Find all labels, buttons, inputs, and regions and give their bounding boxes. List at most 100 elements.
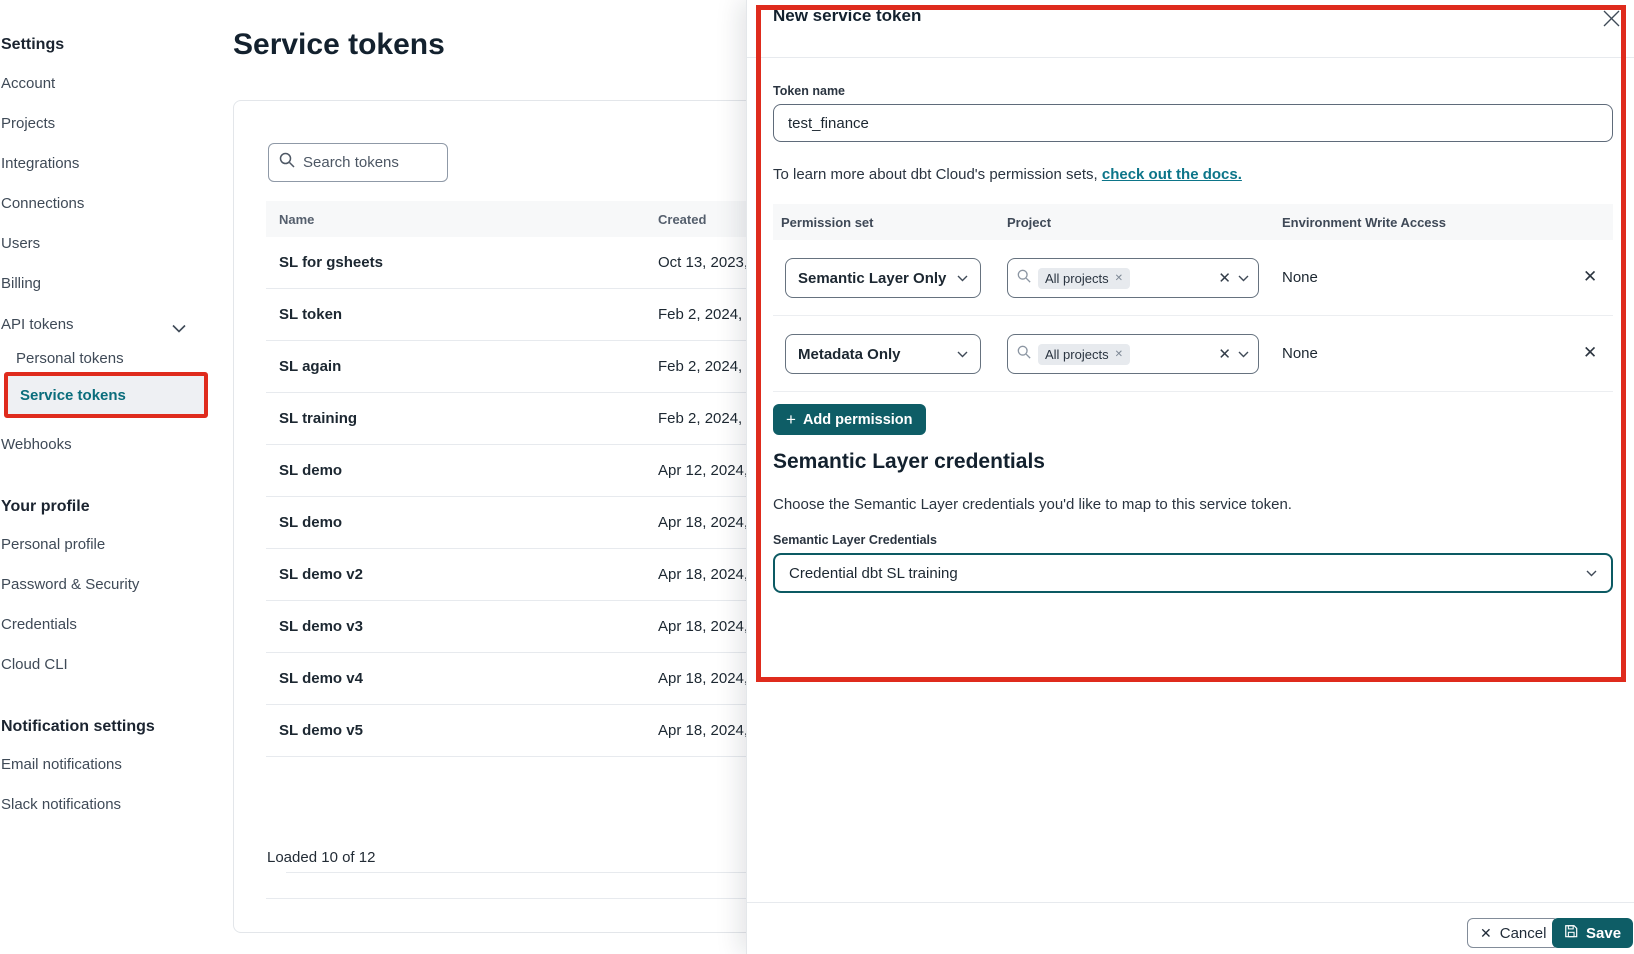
sidebar-item-email-notifications[interactable]: Email notifications	[1, 756, 122, 773]
token-name: SL demo v4	[279, 670, 363, 687]
sidebar-item-label: Service tokens	[20, 386, 126, 404]
token-created: Apr 18, 2024,	[658, 722, 749, 739]
env-write-access-value: None	[1282, 269, 1318, 286]
chip-remove-icon[interactable]: ✕	[1114, 348, 1123, 360]
chevron-down-icon	[1586, 564, 1597, 582]
cancel-label: Cancel	[1499, 924, 1547, 942]
token-name-field[interactable]	[773, 104, 1613, 142]
sidebar-item-projects[interactable]: Projects	[1, 115, 56, 132]
project-chip-label: All projects	[1045, 346, 1109, 362]
chip-remove-icon[interactable]: ✕	[1114, 272, 1123, 284]
search-icon	[1017, 345, 1031, 364]
token-name: SL for gsheets	[279, 254, 383, 271]
sidebar-heading-your-profile: Your profile	[1, 498, 90, 515]
env-write-access-value: None	[1282, 345, 1318, 362]
sidebar-item-account[interactable]: Account	[1, 75, 56, 92]
header-divider	[747, 57, 1634, 58]
token-name: SL demo v5	[279, 722, 363, 739]
clear-icon[interactable]: ✕	[1218, 270, 1231, 287]
permission-set-select[interactable]: Semantic Layer Only	[785, 258, 981, 298]
project-multiselect[interactable]: All projects ✕ ✕	[1007, 334, 1259, 374]
chevron-down-icon	[957, 269, 968, 287]
project-chip: All projects ✕	[1038, 267, 1130, 289]
token-name: SL demo	[279, 514, 343, 531]
remove-permission-icon[interactable]: ✕	[1583, 343, 1598, 362]
sidebar-item-personal-profile[interactable]: Personal profile	[1, 536, 106, 553]
new-service-token-modal: New service token Token name To learn mo…	[746, 0, 1634, 954]
token-created: Apr 18, 2024,	[658, 618, 749, 635]
save-button[interactable]: Save	[1552, 918, 1634, 948]
token-created: Feb 2, 2024, 2	[658, 410, 755, 427]
chevron-down-icon[interactable]	[172, 320, 186, 338]
save-label: Save	[1586, 924, 1622, 942]
loaded-count-text: Loaded 10 of 12	[267, 849, 376, 866]
column-header-project: Project	[1007, 215, 1052, 230]
plus-icon: +	[786, 410, 796, 429]
token-name: SL demo	[279, 462, 343, 479]
sidebar-item-service-tokens[interactable]: Service tokens	[4, 372, 208, 418]
permission-set-select[interactable]: Metadata Only	[785, 334, 981, 374]
permission-set-value: Semantic Layer Only	[798, 269, 947, 287]
permission-set-value: Metadata Only	[798, 345, 901, 363]
add-permission-button[interactable]: + Add permission	[773, 404, 926, 435]
token-created: Apr 18, 2024,	[658, 566, 749, 583]
sidebar-item-slack-notifications[interactable]: Slack notifications	[1, 796, 122, 813]
docs-link[interactable]: check out the docs.	[1101, 166, 1242, 183]
sidebar-item-personal-tokens[interactable]: Personal tokens	[16, 350, 124, 367]
token-name: SL again	[279, 358, 342, 375]
column-header-created: Created	[658, 211, 707, 227]
semantic-layer-credentials-heading: Semantic Layer credentials	[773, 450, 1045, 473]
settings-sidebar: Settings Account Projects Integrations C…	[0, 0, 212, 954]
sidebar-item-cloud-cli[interactable]: Cloud CLI	[1, 656, 68, 673]
close-icon[interactable]	[1599, 6, 1623, 30]
page-title: Service tokens	[233, 28, 445, 61]
token-name-label: Token name	[773, 84, 846, 98]
chevron-down-icon	[1238, 269, 1249, 287]
sidebar-item-api-tokens[interactable]: API tokens	[1, 316, 74, 333]
sidebar-item-users[interactable]: Users	[1, 235, 41, 252]
sidebar-item-webhooks[interactable]: Webhooks	[1, 436, 72, 453]
add-permission-label: Add permission	[802, 411, 913, 428]
modal-title: New service token	[773, 6, 922, 25]
chevron-down-icon	[1238, 345, 1249, 363]
search-icon	[279, 152, 295, 173]
sidebar-item-connections[interactable]: Connections	[1, 195, 85, 212]
token-created: Feb 2, 2024, 1	[658, 306, 755, 323]
permissions-header-row: Permission set Project Environment Write…	[773, 204, 1613, 240]
semantic-layer-credentials-description: Choose the Semantic Layer credentials yo…	[773, 496, 1292, 513]
token-created: Apr 18, 2024,	[658, 670, 749, 687]
token-created: Feb 2, 2024, 1	[658, 358, 755, 375]
search-input[interactable]	[303, 154, 433, 171]
permission-row: Metadata Only All projects ✕ ✕ None ✕	[773, 316, 1613, 392]
sidebar-heading-notification-settings: Notification settings	[1, 718, 155, 735]
docs-text: To learn more about dbt Cloud's permissi…	[773, 166, 1102, 183]
docs-helper-text: To learn more about dbt Cloud's permissi…	[773, 166, 1242, 183]
sidebar-item-integrations[interactable]: Integrations	[1, 155, 80, 172]
token-name: SL demo v2	[279, 566, 363, 583]
search-icon	[1017, 269, 1031, 288]
project-multiselect[interactable]: All projects ✕ ✕	[1007, 258, 1259, 298]
semantic-layer-credentials-select[interactable]: Credential dbt SL training	[773, 553, 1613, 593]
column-header-name: Name	[279, 211, 315, 227]
chevron-down-icon	[957, 345, 968, 363]
token-name: SL training	[279, 410, 358, 427]
search-tokens-box[interactable]	[268, 143, 448, 182]
save-icon	[1564, 924, 1578, 942]
permission-row: Semantic Layer Only All projects ✕ ✕ None…	[773, 240, 1613, 316]
sidebar-item-password-security[interactable]: Password & Security	[1, 576, 140, 593]
sidebar-heading-settings: Settings	[1, 36, 65, 53]
modal-footer: ✕ Cancel Save	[747, 902, 1634, 954]
token-created: Apr 18, 2024,	[658, 514, 749, 531]
token-name: SL demo v3	[279, 618, 363, 635]
column-header-env-write-access: Environment Write Access	[1282, 215, 1446, 230]
column-header-permission-set: Permission set	[781, 215, 874, 230]
cancel-button[interactable]: ✕ Cancel	[1467, 918, 1560, 948]
project-chip-label: All projects	[1045, 270, 1109, 286]
token-created: Oct 13, 2023,	[658, 254, 749, 271]
remove-permission-icon[interactable]: ✕	[1583, 267, 1598, 286]
close-icon: ✕	[1480, 924, 1492, 941]
semantic-layer-credentials-value: Credential dbt SL training	[789, 564, 958, 582]
sidebar-item-billing[interactable]: Billing	[1, 275, 42, 292]
clear-icon[interactable]: ✕	[1218, 346, 1231, 363]
sidebar-item-credentials[interactable]: Credentials	[1, 616, 77, 633]
